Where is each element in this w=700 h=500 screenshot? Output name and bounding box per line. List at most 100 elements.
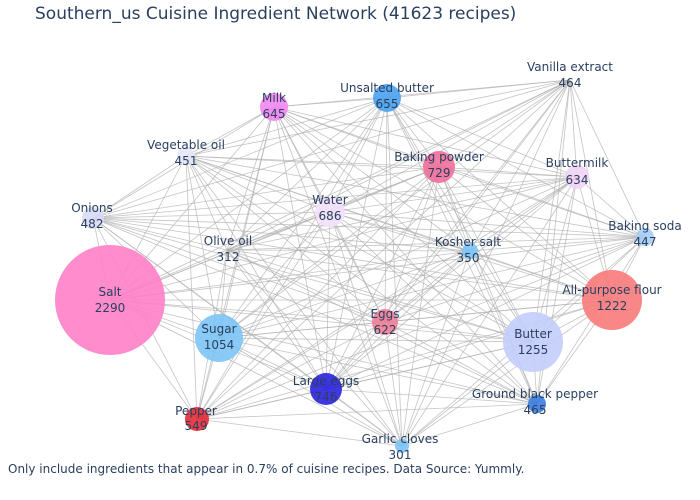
node-garlic-cloves[interactable]	[395, 439, 409, 453]
node-count-ground-black-pepper: 465	[524, 403, 547, 417]
edge	[384, 236, 646, 323]
edge	[185, 97, 388, 157]
node-count-sugar: 1054	[204, 338, 235, 352]
node-milk[interactable]	[260, 93, 288, 121]
edge	[273, 106, 613, 301]
node-count-baking-soda: 447	[634, 235, 657, 249]
node-onions[interactable]	[82, 207, 104, 229]
node-eggs[interactable]	[372, 309, 398, 335]
node-label-garlic-cloves: Garlic cloves	[362, 432, 439, 446]
node-label-olive-oil: Olive oil	[204, 234, 252, 248]
node-water[interactable]	[315, 197, 345, 227]
node-label-large-eggs: Large eggs	[293, 374, 359, 388]
edge	[185, 155, 220, 339]
edge	[92, 217, 403, 447]
edge	[384, 321, 403, 447]
node-salt[interactable]	[55, 245, 165, 355]
node-label-unsalted-butter: Unsalted butter	[340, 81, 434, 95]
edge	[92, 217, 646, 238]
edge	[92, 217, 471, 252]
edge	[226, 249, 613, 301]
edge	[92, 176, 578, 219]
edge	[92, 155, 187, 219]
node-baking-powder[interactable]	[423, 151, 455, 183]
node-pepper[interactable]	[185, 407, 209, 431]
edge	[329, 79, 571, 213]
edge	[226, 211, 331, 251]
edge	[325, 299, 613, 390]
edge	[185, 155, 228, 251]
node-count-pepper: 549	[185, 419, 208, 433]
node-count-milk: 645	[263, 107, 286, 121]
edge	[226, 97, 388, 251]
edge	[329, 97, 388, 213]
edge	[196, 106, 275, 420]
edge	[384, 321, 538, 405]
edge	[569, 79, 613, 301]
node-vegetable-oil[interactable]	[177, 147, 195, 165]
edge	[438, 166, 534, 343]
edge	[329, 211, 403, 447]
edge	[185, 155, 538, 405]
edge	[438, 166, 613, 301]
edge	[329, 211, 538, 405]
edge	[196, 97, 388, 420]
node-label-water: Water	[312, 193, 348, 207]
edge	[185, 155, 386, 323]
edge	[325, 236, 646, 390]
edge	[196, 166, 440, 420]
edge	[469, 79, 571, 252]
edge	[273, 106, 578, 178]
node-label-all-purpose-flour: All-purpose flour	[562, 283, 661, 297]
edge	[401, 176, 578, 447]
node-kosher-salt[interactable]	[462, 243, 478, 259]
edge	[386, 97, 578, 178]
edge	[386, 97, 403, 447]
edge	[196, 321, 386, 420]
edge	[329, 211, 534, 343]
edge	[329, 176, 578, 213]
node-large-eggs[interactable]	[310, 373, 342, 405]
edge	[185, 155, 646, 238]
node-ground-black-pepper[interactable]	[528, 395, 546, 413]
edge	[226, 249, 534, 343]
edge	[329, 211, 646, 238]
edge	[325, 176, 578, 390]
edge	[226, 176, 578, 251]
node-count-butter: 1255	[518, 343, 549, 357]
node-count-onions: 482	[81, 217, 104, 231]
edge	[185, 79, 571, 157]
edge	[226, 249, 327, 390]
node-butter[interactable]	[503, 312, 563, 372]
edge	[226, 249, 386, 323]
edge	[226, 79, 571, 251]
labels-layer: Salt 2290 Butter 1255 All-purpose flour 1222 S…	[71, 60, 682, 462]
edge	[384, 97, 388, 323]
node-count-vegetable-oil: 451	[175, 154, 198, 168]
node-count-water: 686	[319, 209, 342, 223]
node-count-vanilla-extract: 464	[559, 76, 582, 90]
chart-title: Southern_us Cuisine Ingredient Network (…	[35, 4, 517, 24]
edge	[386, 97, 613, 301]
node-count-large-eggs: 746	[315, 390, 338, 404]
edge	[401, 403, 538, 447]
node-all-purpose-flour[interactable]	[582, 270, 642, 330]
node-label-kosher-salt: Kosher salt	[435, 235, 502, 249]
node-count-garlic-cloves: 301	[389, 448, 412, 462]
edge	[196, 79, 571, 420]
node-label-butter: Butter	[514, 327, 552, 341]
node-buttermilk[interactable]	[565, 165, 589, 189]
node-unsalted-butter[interactable]	[373, 84, 401, 112]
edge	[196, 250, 471, 420]
node-sugar[interactable]	[195, 314, 243, 362]
edge	[185, 155, 578, 178]
node-baking-soda[interactable]	[636, 228, 654, 246]
edge	[401, 250, 471, 447]
node-label-eggs: Eggs	[370, 307, 399, 321]
node-count-unsalted-butter: 655	[376, 97, 399, 111]
node-count-kosher-salt: 350	[457, 251, 480, 265]
edge	[384, 250, 471, 323]
edge	[469, 250, 538, 405]
edge	[532, 79, 571, 343]
edge	[273, 106, 646, 238]
